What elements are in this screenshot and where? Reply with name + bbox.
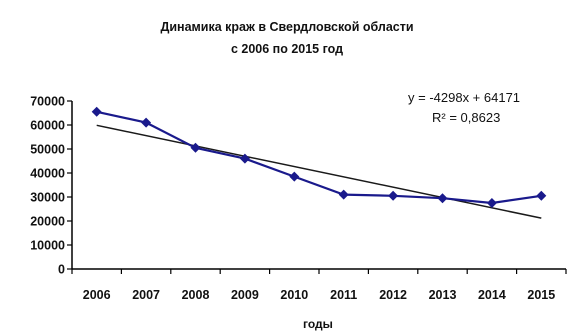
x-tick-label: 2009 <box>231 288 259 302</box>
x-tick-label: 2008 <box>182 288 210 302</box>
y-tick-label: 30000 <box>30 191 65 205</box>
data-point <box>536 190 547 201</box>
x-tick-label: 2015 <box>527 288 555 302</box>
data-point <box>190 142 201 153</box>
y-tick-label: 40000 <box>30 167 65 181</box>
y-tick-label: 60000 <box>30 119 65 133</box>
data-point <box>338 189 349 200</box>
data-point <box>141 117 152 128</box>
y-tick-label: 0 <box>58 263 65 277</box>
x-axis-ticks: 2006 2007 2008 2009 2010 2011 2012 2013 2014 2015 <box>71 269 567 302</box>
x-tick-label: 2012 <box>379 288 407 302</box>
x-tick-label: 2014 <box>478 288 506 302</box>
data-point <box>437 193 448 204</box>
x-tick-label: 2011 <box>330 288 357 302</box>
y-tick-label: 10000 <box>30 239 65 253</box>
trendline-r-squared: R² = 0,8623 <box>432 110 500 125</box>
x-tick-label: 2010 <box>280 288 308 302</box>
y-tick-label: 70000 <box>30 95 65 109</box>
x-tick-label: 2007 <box>132 288 160 302</box>
plot-area <box>71 101 566 270</box>
trendline-equation: y = -4298x + 64171 <box>408 90 520 105</box>
data-point <box>91 106 102 117</box>
chart-title-line-1: Динамика краж в Свердловской области <box>160 20 413 34</box>
data-point <box>486 198 497 208</box>
y-axis-ticks: 0 10000 20000 30000 40000 50000 60000 70000 <box>30 95 72 277</box>
series-line <box>96 110 542 205</box>
x-tick-label: 2006 <box>83 288 111 302</box>
data-point <box>388 190 399 201</box>
data-point <box>289 171 300 182</box>
y-tick-label: 20000 <box>30 215 65 229</box>
trendline <box>96 124 542 219</box>
y-tick-label: 50000 <box>30 143 65 157</box>
data-point <box>239 153 250 164</box>
x-tick-label: 2013 <box>429 288 457 302</box>
chart-title-line-2: с 2006 по 2015 год <box>231 42 343 56</box>
x-axis-title: годы <box>303 317 333 331</box>
